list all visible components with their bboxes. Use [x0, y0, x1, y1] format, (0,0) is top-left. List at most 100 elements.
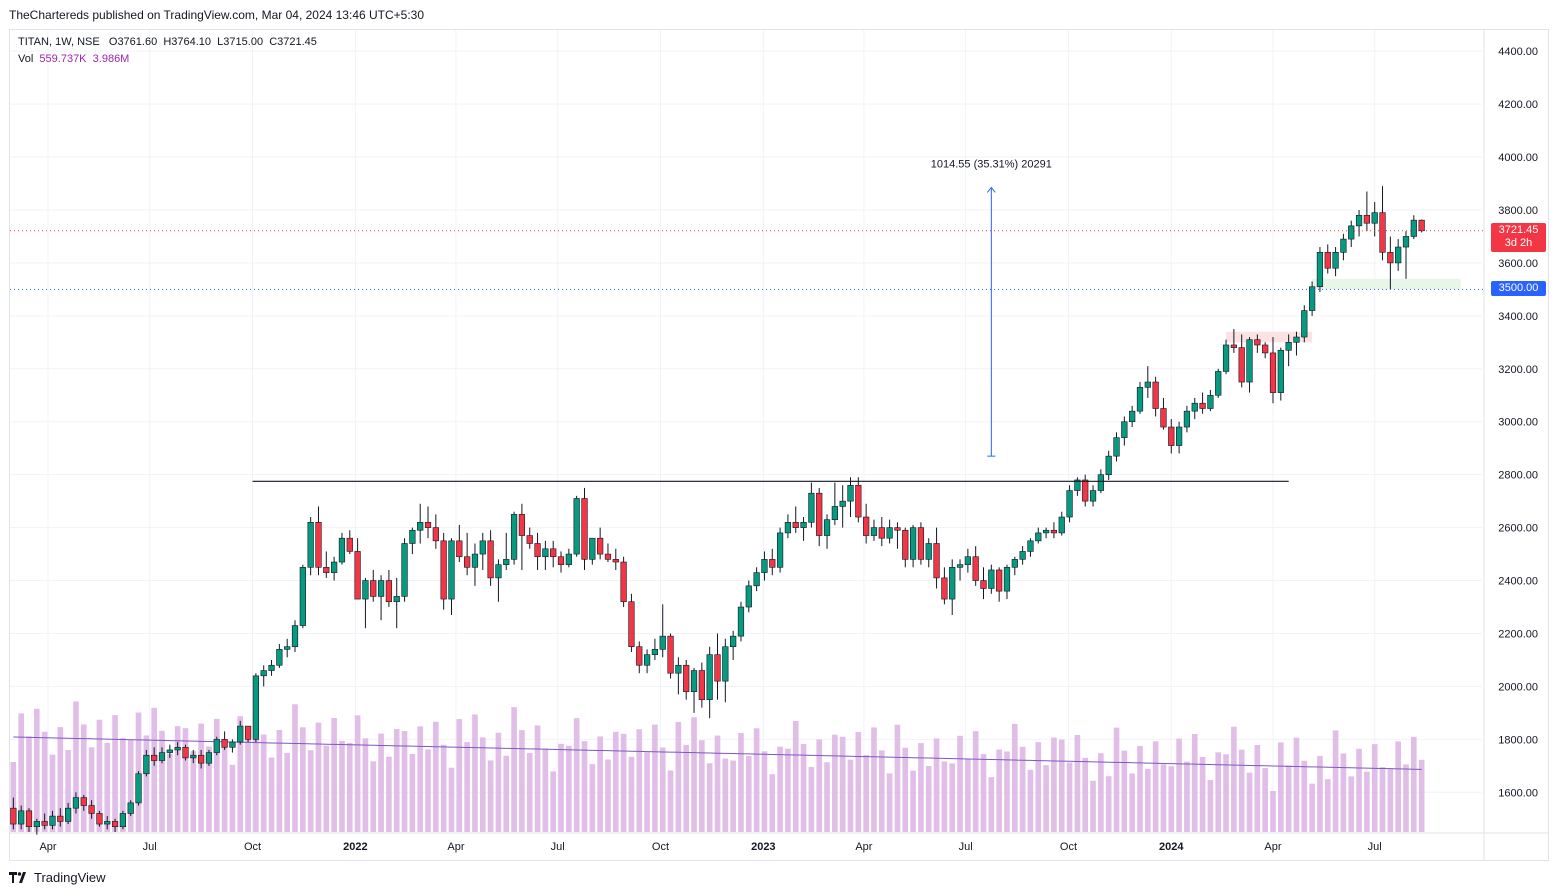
x-tick-label: Oct: [652, 841, 669, 853]
x-tick-label: Apr: [447, 841, 464, 853]
candle-up: [1402, 236, 1410, 248]
candle-up: [1089, 490, 1097, 502]
volume-bar: [198, 723, 204, 832]
candle-down: [714, 654, 721, 682]
volume-bar: [1332, 730, 1339, 832]
volume-bar: [1387, 769, 1394, 832]
candle-up: [730, 635, 737, 648]
volume-bar: [1293, 737, 1300, 832]
candle-up: [1105, 455, 1112, 475]
volume-bar: [96, 719, 103, 832]
volume-bar: [479, 737, 486, 832]
candle-up: [949, 567, 956, 600]
volume-bar: [1019, 746, 1026, 832]
candle-up: [1246, 339, 1253, 383]
candle-up: [925, 543, 932, 560]
candle-up: [1183, 410, 1191, 428]
volume-bar: [620, 733, 627, 832]
candle-down: [534, 543, 541, 558]
volume-bar: [1051, 737, 1057, 832]
volume-bar: [612, 731, 619, 832]
candle-down: [1152, 381, 1159, 409]
volume-bar: [315, 722, 322, 832]
current-price-value: 3721.45: [1498, 223, 1539, 236]
volume-bar: [699, 740, 705, 832]
volume-bar: [1004, 751, 1010, 832]
candle-up: [988, 569, 995, 589]
volume-bar: [393, 729, 400, 832]
candle-up: [158, 752, 166, 761]
candle-up: [409, 529, 416, 544]
y-tick-label: 3800.00: [1498, 205, 1538, 217]
volume-bar: [1168, 766, 1175, 832]
volume-bar: [573, 718, 580, 832]
y-tick-label: 3400.00: [1498, 311, 1538, 323]
candle-up: [252, 675, 260, 740]
candle-up: [479, 540, 486, 555]
open-value: 3761.60: [117, 36, 158, 48]
y-tick-label: 2600.00: [1498, 523, 1538, 535]
volume-bar: [1199, 756, 1206, 832]
candle-down: [863, 516, 870, 536]
candle-down: [855, 484, 862, 518]
candle-up: [1035, 532, 1042, 542]
candle-up: [166, 749, 173, 753]
volume-bar: [644, 752, 650, 832]
volume-bar: [386, 756, 392, 832]
high-label: H: [163, 36, 172, 48]
volume-bar: [112, 715, 118, 832]
chart-frame: [9, 29, 1549, 861]
volume-bar: [1348, 776, 1355, 832]
candle-up: [542, 548, 549, 558]
candle-down: [518, 514, 526, 536]
candle-up: [706, 654, 713, 700]
volume-bar: [401, 731, 408, 832]
candle-down: [1050, 529, 1058, 534]
candle-up: [839, 500, 846, 507]
volume-bar: [550, 771, 557, 832]
volume-bar: [370, 761, 377, 832]
candle-down: [902, 529, 909, 560]
candle-up: [800, 522, 807, 528]
volume-bar: [1144, 768, 1151, 832]
candle-up: [1113, 437, 1120, 457]
volume-bar: [933, 738, 940, 832]
candle-down: [80, 797, 87, 806]
volume-bar: [918, 743, 924, 832]
volume-bar: [1324, 779, 1331, 832]
volume-bar: [871, 727, 877, 832]
candle-up: [573, 498, 580, 555]
volume-bar: [80, 724, 87, 832]
volume-bar: [706, 763, 713, 832]
candle-down: [550, 548, 557, 558]
candle-down: [1269, 352, 1277, 393]
annotation-lines: 1014.55 (35.31%) 20291: [10, 158, 1484, 482]
volume-bar: [894, 724, 901, 832]
x-tick-label: 2024: [1159, 841, 1184, 853]
candle-up: [659, 635, 666, 650]
candle-up: [808, 492, 815, 523]
volume-bar: [339, 740, 345, 832]
candle-up: [1027, 540, 1034, 552]
axis-labels: 4400.00 4200.00 4000.00 3800.00 3600.00 3400.…: [39, 46, 1538, 853]
candle-up: [1301, 310, 1308, 338]
candle-down: [25, 810, 33, 828]
volume-bar: [965, 758, 971, 832]
volume-bar: [1231, 726, 1237, 832]
candle-up: [776, 532, 784, 568]
volume-bar: [675, 721, 682, 832]
volume-bar: [1379, 767, 1386, 832]
volume-bar: [34, 708, 40, 832]
candle-down: [440, 540, 447, 600]
volume-bar: [761, 751, 768, 832]
candle-up: [307, 522, 314, 568]
volume-bar: [738, 732, 744, 832]
bar-countdown: 3d 2h: [1504, 236, 1533, 249]
candle-down: [620, 561, 627, 603]
candle-up: [886, 527, 893, 539]
volume-bar: [863, 755, 869, 832]
footer-brand[interactable]: TradingView: [9, 870, 106, 885]
volume-bar: [902, 747, 909, 832]
candle-up: [1308, 286, 1316, 311]
